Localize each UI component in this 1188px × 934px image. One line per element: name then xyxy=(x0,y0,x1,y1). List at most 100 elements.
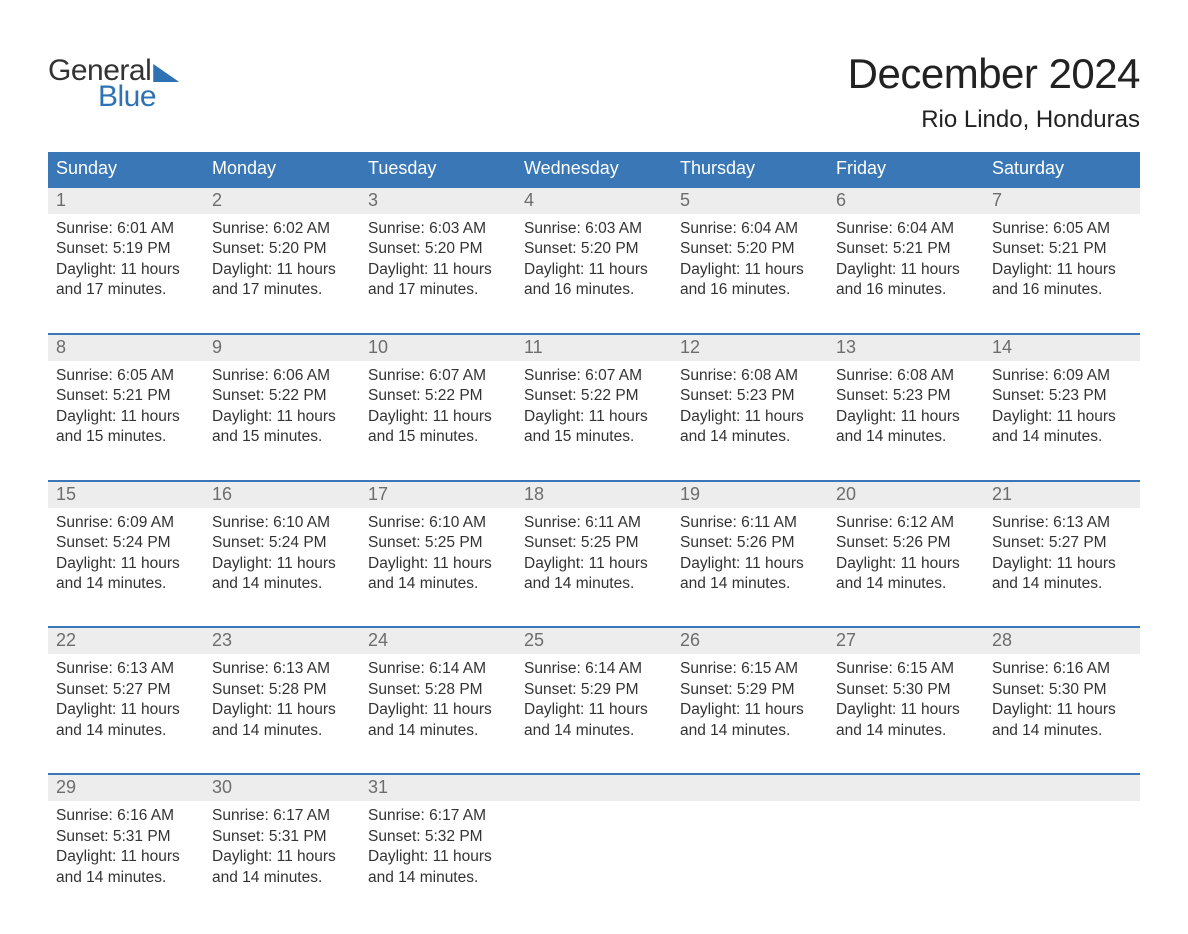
day-day2-text: and 14 minutes. xyxy=(212,721,352,741)
day-cell xyxy=(828,801,984,894)
day-cell: Sunrise: 6:13 AMSunset: 5:28 PMDaylight:… xyxy=(204,654,360,747)
day-cell: Sunrise: 6:16 AMSunset: 5:31 PMDaylight:… xyxy=(48,801,204,894)
day-number: 25 xyxy=(516,628,672,654)
day-day2-text: and 14 minutes. xyxy=(368,868,508,888)
day-number: 5 xyxy=(672,188,828,214)
day-sunrise-text: Sunrise: 6:03 AM xyxy=(524,219,664,239)
day-day1-text: Daylight: 11 hours xyxy=(368,700,508,720)
day-day1-text: Daylight: 11 hours xyxy=(992,700,1132,720)
day-sunrise-text: Sunrise: 6:09 AM xyxy=(56,513,196,533)
day-day2-text: and 14 minutes. xyxy=(836,574,976,594)
day-cell: Sunrise: 6:04 AMSunset: 5:20 PMDaylight:… xyxy=(672,214,828,307)
day-day2-text: and 16 minutes. xyxy=(680,280,820,300)
day-sunset-text: Sunset: 5:20 PM xyxy=(524,239,664,259)
day-day1-text: Daylight: 11 hours xyxy=(368,407,508,427)
day-cell: Sunrise: 6:11 AMSunset: 5:25 PMDaylight:… xyxy=(516,508,672,601)
day-day1-text: Daylight: 11 hours xyxy=(524,407,664,427)
day-sunset-text: Sunset: 5:23 PM xyxy=(836,386,976,406)
day-day2-text: and 14 minutes. xyxy=(992,721,1132,741)
day-cell: Sunrise: 6:02 AMSunset: 5:20 PMDaylight:… xyxy=(204,214,360,307)
day-sunrise-text: Sunrise: 6:16 AM xyxy=(56,806,196,826)
day-number: 31 xyxy=(360,775,516,801)
day-day2-text: and 14 minutes. xyxy=(368,574,508,594)
day-sunset-text: Sunset: 5:22 PM xyxy=(524,386,664,406)
week-row: 891011121314Sunrise: 6:05 AMSunset: 5:21… xyxy=(48,333,1140,454)
day-cell: Sunrise: 6:05 AMSunset: 5:21 PMDaylight:… xyxy=(984,214,1140,307)
day-sunset-text: Sunset: 5:23 PM xyxy=(992,386,1132,406)
day-cell: Sunrise: 6:07 AMSunset: 5:22 PMDaylight:… xyxy=(516,361,672,454)
day-sunset-text: Sunset: 5:19 PM xyxy=(56,239,196,259)
day-day1-text: Daylight: 11 hours xyxy=(836,407,976,427)
day-day1-text: Daylight: 11 hours xyxy=(368,260,508,280)
day-sunrise-text: Sunrise: 6:05 AM xyxy=(992,219,1132,239)
week-row: 293031Sunrise: 6:16 AMSunset: 5:31 PMDay… xyxy=(48,773,1140,894)
day-day1-text: Daylight: 11 hours xyxy=(212,260,352,280)
day-sunset-text: Sunset: 5:22 PM xyxy=(212,386,352,406)
day-day1-text: Daylight: 11 hours xyxy=(836,260,976,280)
day-number-row: 1234567 xyxy=(48,188,1140,214)
day-number: 12 xyxy=(672,335,828,361)
day-day2-text: and 14 minutes. xyxy=(992,427,1132,447)
day-cell: Sunrise: 6:06 AMSunset: 5:22 PMDaylight:… xyxy=(204,361,360,454)
day-day2-text: and 14 minutes. xyxy=(992,574,1132,594)
day-sunrise-text: Sunrise: 6:03 AM xyxy=(368,219,508,239)
day-cell: Sunrise: 6:11 AMSunset: 5:26 PMDaylight:… xyxy=(672,508,828,601)
day-day1-text: Daylight: 11 hours xyxy=(212,407,352,427)
day-cell: Sunrise: 6:14 AMSunset: 5:29 PMDaylight:… xyxy=(516,654,672,747)
day-cell: Sunrise: 6:17 AMSunset: 5:31 PMDaylight:… xyxy=(204,801,360,894)
day-day2-text: and 14 minutes. xyxy=(56,574,196,594)
day-number: 23 xyxy=(204,628,360,654)
weekday-monday: Monday xyxy=(204,152,360,186)
day-sunset-text: Sunset: 5:29 PM xyxy=(680,680,820,700)
day-day2-text: and 15 minutes. xyxy=(212,427,352,447)
day-day1-text: Daylight: 11 hours xyxy=(524,554,664,574)
day-sunrise-text: Sunrise: 6:13 AM xyxy=(212,659,352,679)
day-cell: Sunrise: 6:01 AMSunset: 5:19 PMDaylight:… xyxy=(48,214,204,307)
day-day1-text: Daylight: 11 hours xyxy=(212,554,352,574)
day-sunset-text: Sunset: 5:20 PM xyxy=(680,239,820,259)
day-cell: Sunrise: 6:09 AMSunset: 5:23 PMDaylight:… xyxy=(984,361,1140,454)
day-day1-text: Daylight: 11 hours xyxy=(836,700,976,720)
day-day2-text: and 14 minutes. xyxy=(836,427,976,447)
day-sunset-text: Sunset: 5:30 PM xyxy=(836,680,976,700)
day-day2-text: and 17 minutes. xyxy=(56,280,196,300)
day-sunset-text: Sunset: 5:31 PM xyxy=(212,827,352,847)
day-cell: Sunrise: 6:08 AMSunset: 5:23 PMDaylight:… xyxy=(828,361,984,454)
day-day2-text: and 14 minutes. xyxy=(524,574,664,594)
day-cell: Sunrise: 6:13 AMSunset: 5:27 PMDaylight:… xyxy=(984,508,1140,601)
day-number: 8 xyxy=(48,335,204,361)
day-number: 2 xyxy=(204,188,360,214)
week-row: 15161718192021Sunrise: 6:09 AMSunset: 5:… xyxy=(48,480,1140,601)
day-sunrise-text: Sunrise: 6:02 AM xyxy=(212,219,352,239)
day-day2-text: and 14 minutes. xyxy=(56,868,196,888)
weekday-thursday: Thursday xyxy=(672,152,828,186)
logo-triangle-icon xyxy=(153,64,179,82)
day-day1-text: Daylight: 11 hours xyxy=(680,700,820,720)
day-day2-text: and 14 minutes. xyxy=(212,868,352,888)
day-day1-text: Daylight: 11 hours xyxy=(212,847,352,867)
weekday-wednesday: Wednesday xyxy=(516,152,672,186)
day-day2-text: and 16 minutes. xyxy=(992,280,1132,300)
day-day2-text: and 16 minutes. xyxy=(836,280,976,300)
day-sunset-text: Sunset: 5:26 PM xyxy=(680,533,820,553)
day-number: 7 xyxy=(984,188,1140,214)
day-number: 4 xyxy=(516,188,672,214)
day-number-row: 891011121314 xyxy=(48,335,1140,361)
day-sunset-text: Sunset: 5:26 PM xyxy=(836,533,976,553)
day-number xyxy=(828,775,984,801)
day-sunset-text: Sunset: 5:24 PM xyxy=(212,533,352,553)
day-cell: Sunrise: 6:17 AMSunset: 5:32 PMDaylight:… xyxy=(360,801,516,894)
day-day1-text: Daylight: 11 hours xyxy=(992,260,1132,280)
day-sunset-text: Sunset: 5:27 PM xyxy=(992,533,1132,553)
day-number xyxy=(984,775,1140,801)
day-number: 6 xyxy=(828,188,984,214)
day-day1-text: Daylight: 11 hours xyxy=(56,700,196,720)
day-number: 16 xyxy=(204,482,360,508)
day-sunrise-text: Sunrise: 6:13 AM xyxy=(992,513,1132,533)
day-sunrise-text: Sunrise: 6:05 AM xyxy=(56,366,196,386)
day-sunrise-text: Sunrise: 6:09 AM xyxy=(992,366,1132,386)
day-day2-text: and 14 minutes. xyxy=(368,721,508,741)
day-cell: Sunrise: 6:15 AMSunset: 5:30 PMDaylight:… xyxy=(828,654,984,747)
day-sunset-text: Sunset: 5:25 PM xyxy=(368,533,508,553)
day-number: 11 xyxy=(516,335,672,361)
